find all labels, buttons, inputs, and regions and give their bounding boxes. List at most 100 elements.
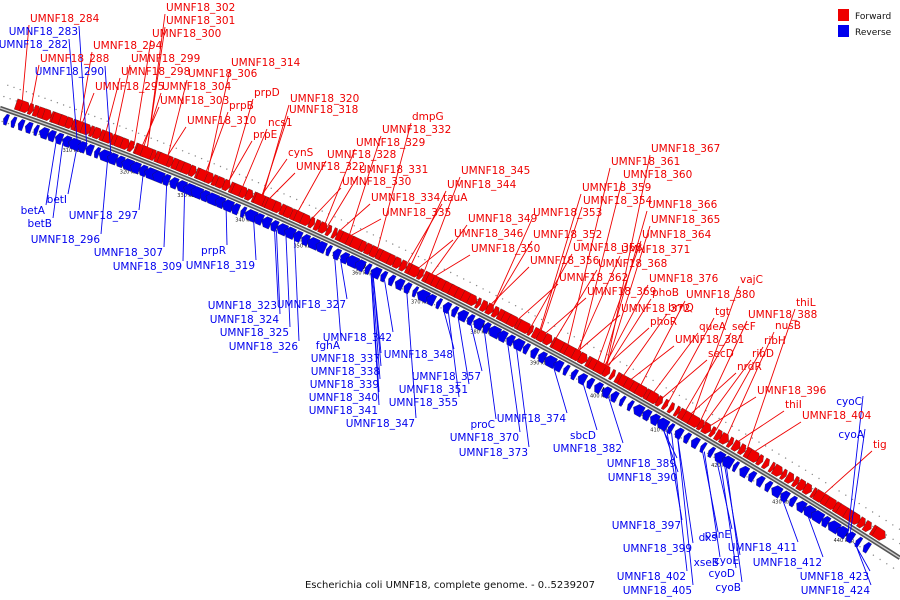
reverse-gene-arrow[interactable] [562, 364, 571, 376]
gene-label[interactable]: UMNF18_376 [649, 273, 719, 285]
gene-label[interactable]: UMNF18_381 [675, 334, 744, 346]
gene-label[interactable]: xseB [694, 557, 719, 569]
reverse-gene-arrow[interactable] [577, 373, 589, 386]
gene-label[interactable]: UMNF18_399 [623, 543, 692, 555]
reverse-gene-arrow[interactable] [691, 437, 701, 450]
reverse-gene-arrow[interactable] [530, 347, 540, 360]
gene-label[interactable]: UMNF18_351 [399, 384, 468, 396]
reverse-gene-arrow[interactable] [466, 314, 476, 326]
forward-gene-arrow[interactable] [790, 475, 800, 488]
gene-label[interactable]: UMNF18_314 [231, 57, 301, 69]
gene-label[interactable]: prpD [254, 87, 280, 99]
reverse-gene-arrow[interactable] [642, 409, 653, 422]
gene-label[interactable]: UMNF18_364 [642, 229, 712, 241]
forward-gene-arrow[interactable] [26, 103, 34, 115]
reverse-gene-arrow[interactable] [846, 531, 857, 544]
gene-label[interactable]: thiI [785, 399, 802, 411]
gene-label[interactable]: UMNF18_283 [9, 26, 78, 38]
gene-label[interactable]: UMNF18_341 [309, 405, 378, 417]
reverse-gene-arrow[interactable] [17, 119, 26, 132]
gene-label[interactable]: UMNF18_358 [573, 242, 642, 254]
forward-gene-arrow[interactable] [783, 471, 794, 484]
reverse-gene-arrow[interactable] [674, 427, 685, 440]
gene-label[interactable]: ncs1 [268, 117, 293, 129]
gene-label[interactable]: UMNF18_404 [802, 410, 872, 422]
forward-gene-arrow[interactable] [149, 149, 157, 161]
gene-label[interactable]: secF [732, 321, 756, 333]
gene-label[interactable]: UMNF18_294 [93, 40, 163, 52]
reverse-gene-arrow[interactable] [403, 282, 413, 295]
reverse-gene-arrow[interactable] [586, 377, 596, 390]
gene-label[interactable]: UMNF18_353 [533, 207, 602, 219]
reverse-gene-arrow[interactable] [862, 541, 872, 554]
forward-gene-arrow[interactable] [666, 402, 675, 414]
forward-gene-arrow[interactable] [299, 213, 312, 227]
gene-label[interactable]: UMNF18_323 [208, 300, 277, 312]
reverse-gene-arrow[interactable] [854, 536, 864, 549]
gene-label[interactable]: UMNF18_342 [323, 332, 392, 344]
gene-label[interactable]: UMNF18_297 [69, 210, 138, 222]
gene-label[interactable]: UMNF18_352 [533, 229, 602, 241]
gene-label[interactable]: betB [28, 218, 52, 230]
gene-label[interactable]: UMNF18_302 [166, 2, 235, 14]
forward-gene-arrow[interactable] [660, 398, 669, 410]
gene-label[interactable]: UMNF18_337 [311, 353, 380, 365]
forward-gene-arrow[interactable] [801, 482, 812, 495]
reverse-gene-arrow[interactable] [33, 124, 40, 137]
forward-gene-arrow[interactable] [746, 448, 760, 463]
gene-label[interactable]: ribH [764, 335, 786, 347]
gene-label[interactable]: prpE [253, 129, 277, 141]
gene-label[interactable]: UMNF18_347 [346, 418, 415, 430]
gene-label[interactable]: UMNF18_309 [113, 261, 182, 273]
gene-label[interactable]: UMNF18_290 [35, 66, 104, 78]
gene-label[interactable]: cyoA [838, 429, 864, 441]
gene-label[interactable]: UMNF18_318 [289, 104, 358, 116]
forward-gene-arrow[interactable] [484, 302, 494, 315]
gene-label[interactable]: UMNF18_295 [95, 81, 164, 93]
gene-label[interactable]: UMNF18_338 [311, 366, 380, 378]
gene-label[interactable]: UMNF18_423 [800, 571, 869, 583]
gene-label[interactable]: UMNF18_366 [648, 199, 718, 211]
reverse-gene-arrow[interactable] [315, 240, 328, 254]
forward-gene-arrow[interactable] [871, 526, 886, 541]
forward-gene-arrow[interactable] [307, 216, 316, 229]
reverse-gene-arrow[interactable] [512, 338, 526, 352]
gene-label[interactable]: UMNF18_340 [309, 392, 378, 404]
gene-label[interactable]: tauA [443, 192, 468, 204]
gene-label[interactable]: UMNF18_344 [447, 179, 517, 191]
gene-label[interactable]: UMNF18_368 [598, 258, 667, 270]
forward-gene-arrow[interactable] [755, 454, 764, 466]
gene-label[interactable]: prpB [229, 100, 254, 112]
reverse-gene-arrow[interactable] [836, 525, 850, 540]
forward-gene-arrow[interactable] [795, 478, 807, 492]
gene-label[interactable]: UMNF18_389 [607, 458, 676, 470]
reverse-gene-arrow[interactable] [601, 386, 613, 399]
gene-label[interactable]: UMNF18_331 [359, 164, 428, 176]
forward-gene-arrow[interactable] [41, 108, 53, 121]
gene-label[interactable]: cyoC [836, 396, 862, 408]
reverse-gene-arrow[interactable] [610, 390, 620, 404]
reverse-gene-arrow[interactable] [451, 305, 460, 318]
reverse-gene-arrow[interactable] [435, 298, 444, 310]
gene-label[interactable]: UMNF18_306 [188, 68, 258, 80]
forward-gene-arrow[interactable] [725, 436, 735, 448]
gene-label[interactable]: UMNF18_402 [617, 571, 686, 583]
forward-gene-arrow[interactable] [700, 421, 712, 435]
reverse-gene-arrow[interactable] [426, 293, 438, 307]
gene-label[interactable]: UMNF18_373 [459, 447, 528, 459]
gene-label[interactable]: proC [470, 419, 495, 431]
forward-gene-arrow[interactable] [707, 426, 717, 438]
gene-label[interactable]: UMNF18_371 [621, 244, 690, 256]
gene-label[interactable]: UMNF18_380 [686, 289, 755, 301]
gene-label[interactable]: UMNF18_325 [220, 327, 289, 339]
gene-label[interactable]: UMNF18_354 [583, 195, 653, 207]
gene-label[interactable]: UMNF18_296 [31, 234, 101, 246]
gene-label[interactable]: queA [699, 321, 727, 333]
forward-gene-arrow[interactable] [391, 256, 402, 269]
reverse-gene-arrow[interactable] [394, 278, 406, 291]
gene-label[interactable]: cyoE [714, 555, 739, 567]
forward-gene-arrow[interactable] [398, 259, 407, 272]
gene-label[interactable]: UMNF18_388 [748, 309, 817, 321]
reverse-gene-arrow[interactable] [626, 400, 635, 412]
gene-label[interactable]: UMNF18_356 [530, 255, 600, 267]
